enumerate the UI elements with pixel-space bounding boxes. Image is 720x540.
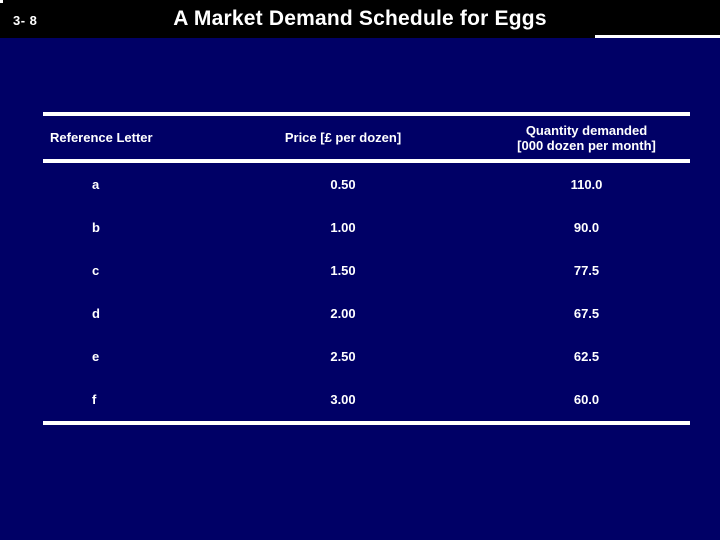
row-price: 3.00 <box>330 392 356 407</box>
header-price: Price [£ per dozen] <box>284 130 402 145</box>
table-row: e 2.50 62.5 <box>43 335 690 378</box>
row-letter: e <box>92 349 100 364</box>
row-price: 2.50 <box>330 349 356 364</box>
table-rule-header-bottom <box>43 159 690 163</box>
header-quantity-line2: [000 dozen per month] <box>517 137 656 153</box>
header-reference-letter: Reference Letter <box>50 130 153 145</box>
row-quantity: 110.0 <box>570 177 603 192</box>
row-quantity: 62.5 <box>573 349 600 364</box>
table-row: b 1.00 90.0 <box>43 206 690 249</box>
row-letter: c <box>92 263 100 278</box>
table-rule-bottom <box>43 421 690 425</box>
table-row: f 3.00 60.0 <box>43 378 690 421</box>
row-letter: b <box>92 220 100 235</box>
slide-title: A Market Demand Schedule for Eggs <box>173 7 547 30</box>
slide-number: 3- 8 <box>13 13 38 28</box>
row-price: 0.50 <box>330 177 356 192</box>
corner-dot-decoration <box>0 0 3 3</box>
table-header-row: Reference Letter Price [£ per dozen] Qua… <box>43 116 690 159</box>
row-quantity: 60.0 <box>573 392 600 407</box>
row-price: 1.00 <box>330 220 356 235</box>
table-row: a 0.50 110.0 <box>43 163 690 206</box>
demand-schedule-table: Reference Letter Price [£ per dozen] Qua… <box>43 112 690 425</box>
table-row: d 2.00 67.5 <box>43 292 690 335</box>
title-underline-decoration <box>595 35 720 38</box>
title-bar: 3- 8 A Market Demand Schedule for Eggs <box>0 0 720 38</box>
row-quantity: 90.0 <box>573 220 600 235</box>
row-quantity: 67.5 <box>573 306 600 321</box>
row-letter: f <box>92 392 97 407</box>
row-letter: d <box>92 306 100 321</box>
table-rule-top <box>43 112 690 116</box>
row-quantity: 77.5 <box>573 263 600 278</box>
row-letter: a <box>92 177 100 192</box>
row-price: 1.50 <box>330 263 356 278</box>
row-price: 2.00 <box>330 306 356 321</box>
header-quantity-line1: Quantity demanded <box>525 122 648 138</box>
header-quantity: Quantity demanded [000 dozen per month] <box>483 123 690 153</box>
table-row: c 1.50 77.5 <box>43 249 690 292</box>
